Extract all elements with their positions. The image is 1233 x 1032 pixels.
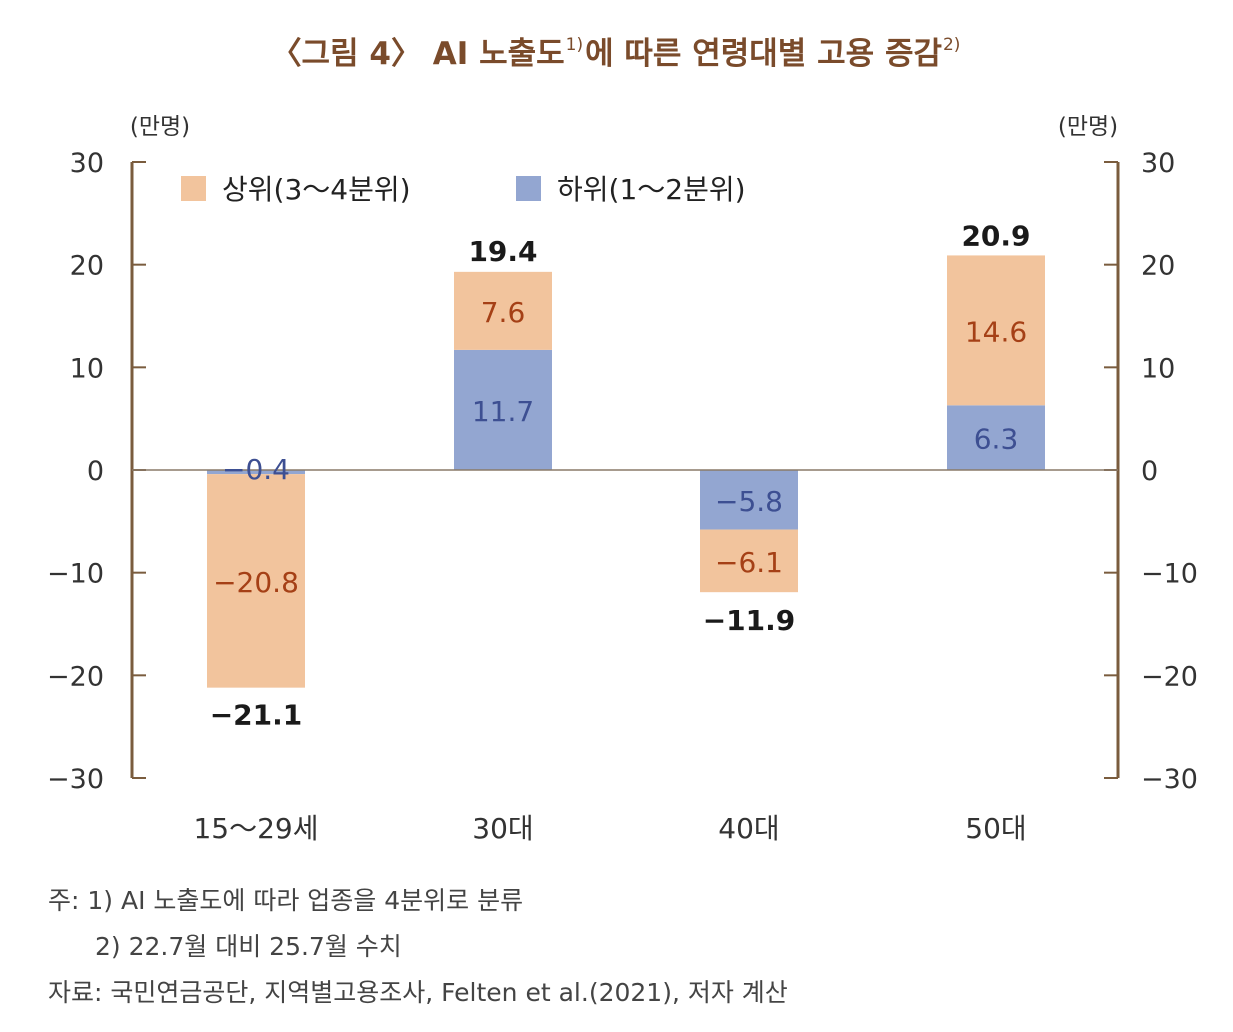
left-tick-label: 10: [70, 353, 104, 384]
category-label: 15～29세: [193, 812, 318, 845]
total-value-label: 19.4: [468, 235, 537, 268]
bar-lower-3: [947, 405, 1045, 470]
note-source: 자료: 국민연금공단, 지역별고용조사, Felten et al.(2021)…: [48, 978, 788, 1007]
bar-lower-2: [700, 470, 798, 530]
lower-value-label: 6.3: [974, 423, 1019, 456]
title-middle: 에 따른 연령대별 고용 증감: [585, 36, 942, 72]
right-unit-label: (만명): [1058, 114, 1118, 140]
title-footnote-1: 1): [565, 35, 584, 55]
upper-value-label: 7.6: [481, 296, 526, 329]
right-tick-label: −30: [1141, 764, 1198, 795]
legend-swatch-lower: [516, 176, 541, 201]
right-tick-label: 0: [1141, 456, 1158, 487]
left-tick-label: −30: [47, 764, 104, 795]
legend-swatch-upper: [181, 176, 206, 201]
right-tick-label: 30: [1141, 148, 1175, 179]
right-tick-label: −20: [1141, 661, 1198, 692]
lower-value-label: −5.8: [715, 485, 783, 518]
left-tick-label: 30: [70, 148, 104, 179]
total-value-label: 20.9: [961, 219, 1030, 252]
upper-value-label: −20.8: [213, 566, 299, 599]
bar-upper-3: [947, 255, 1045, 406]
left-tick-label: 0: [87, 456, 104, 487]
upper-value-label: −6.1: [715, 546, 783, 579]
chart-title: 〈그림 4〉 AI 노출도1)에 따른 연령대별 고용 증감2): [0, 28, 1233, 73]
right-tick-label: −10: [1141, 559, 1198, 590]
lower-value-label: −0.4: [222, 453, 290, 486]
legend-label-lower: 하위(1～2분위): [557, 173, 746, 206]
note-1: 주: 1) AI 노출도에 따라 업종을 4분위로 분류: [48, 886, 524, 915]
title-prefix: 〈그림 4〉 AI 노출도: [270, 36, 565, 72]
bar-upper-0: [207, 474, 305, 688]
note-2: 2) 22.7월 대비 25.7월 수치: [95, 932, 402, 961]
total-value-label: −21.1: [210, 699, 303, 732]
total-value-label: −11.9: [703, 604, 796, 637]
upper-value-label: 14.6: [965, 315, 1027, 348]
category-label: 50대: [965, 812, 1026, 845]
stacked-bar-chart: 30 30 20 20 10 10 0 0 −10 −10 −20 −20 −30 −30 (만명) (만명)…: [47, 114, 1198, 845]
lower-value-label: 11.7: [472, 395, 534, 428]
chart-notes: 주: 1) AI 노출도에 따라 업종을 4분위로 분류 2) 22.7월 대비…: [48, 878, 788, 1016]
bar-upper-2: [700, 529, 798, 593]
legend-label-upper: 상위(3～4분위): [222, 173, 411, 206]
category-label: 30대: [472, 812, 533, 845]
left-unit-label: (만명): [130, 114, 190, 140]
left-tick-label: 20: [70, 251, 104, 282]
title-footnote-2: 2): [942, 35, 961, 55]
bar-lower-0: [207, 470, 305, 475]
right-tick-label: 10: [1141, 353, 1175, 384]
category-label: 40대: [718, 812, 779, 845]
left-tick-label: −20: [47, 661, 104, 692]
right-tick-label: 20: [1141, 251, 1175, 282]
left-tick-label: −10: [47, 559, 104, 590]
bar-lower-1: [454, 349, 552, 470]
bar-upper-1: [454, 271, 552, 350]
